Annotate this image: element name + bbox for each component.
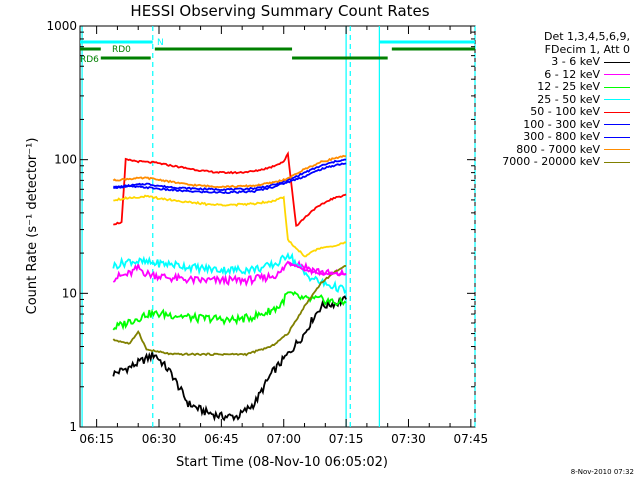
legend-label: 100 - 300 keV xyxy=(523,117,600,131)
x-tick-label-2: 06:45 xyxy=(204,432,239,446)
x-tick-label-3: 07:00 xyxy=(266,432,301,446)
legend-swatch xyxy=(604,149,630,151)
legend-label: 6 - 12 keV xyxy=(544,67,600,81)
x-tick-label-4: 07:15 xyxy=(329,432,364,446)
time-markers xyxy=(81,26,476,427)
y-tick-label-2: 100 xyxy=(54,153,77,167)
plot-frame xyxy=(79,25,476,428)
legend-entry: 6 - 12 keV xyxy=(480,67,630,82)
series-line-8 xyxy=(112,264,347,357)
legend-header-line-1: Det 1,3,4,5,6,9, xyxy=(543,30,630,43)
legend-swatch xyxy=(604,161,630,163)
legend-entry: 800 - 7000 keV xyxy=(480,142,630,157)
legend-label: 3 - 6 keV xyxy=(551,55,600,68)
legend-entry: 3 - 6 keV xyxy=(480,55,630,69)
series-line-3 xyxy=(112,251,347,295)
legend: Det 1,3,4,5,6,9, FDecim 1, Att 0 3 - 6 k… xyxy=(480,30,630,169)
series-line-5 xyxy=(113,162,347,195)
x-axis-label: Start Time (08-Nov-10 06:05:02) xyxy=(176,455,388,470)
legend-swatch xyxy=(604,86,630,88)
legend-swatch xyxy=(604,124,630,126)
series-line-2 xyxy=(112,290,347,331)
legend-entry: 300 - 800 keV xyxy=(480,130,630,144)
legend-label: 25 - 50 keV xyxy=(537,92,600,106)
legend-label: 300 - 800 keV xyxy=(523,130,600,143)
legend-entry: 12 - 25 keV xyxy=(480,80,630,94)
status-bars: N RD0 RD6 xyxy=(80,38,475,65)
y-axis-label: Count Rate (s⁻¹ detector⁻¹) xyxy=(25,138,40,315)
series-line-4 xyxy=(113,151,347,227)
x-tick-label-1: 06:30 xyxy=(142,432,177,446)
bar-label-rd6: RD6 xyxy=(80,55,99,65)
series-line-6 xyxy=(113,158,347,192)
series-line-0 xyxy=(112,295,347,422)
series-lines xyxy=(112,151,347,422)
x-tick-label-5: 07:30 xyxy=(391,432,426,446)
bar-label-n: N xyxy=(157,38,164,48)
legend-entry: 7000 - 20000 keV xyxy=(480,155,630,169)
bar-label-rd0: RD0 xyxy=(112,45,131,55)
legend-label: 12 - 25 keV xyxy=(537,80,600,93)
series-line-1 xyxy=(112,259,347,288)
legend-swatch xyxy=(604,111,630,113)
legend-swatch xyxy=(604,136,630,138)
legend-entry: 50 - 100 keV xyxy=(480,105,630,119)
legend-swatch xyxy=(604,61,630,63)
legend-label: 800 - 7000 keV xyxy=(516,142,600,156)
series-line-7 xyxy=(112,154,347,189)
y-tick-label-3: 1000 xyxy=(46,19,77,33)
y-axis-ticks: 1 10 100 1000 xyxy=(46,19,475,434)
legend-label: 50 - 100 keV xyxy=(530,105,600,118)
legend-entry: 25 - 50 keV xyxy=(480,92,630,107)
y-tick-label-0: 1 xyxy=(69,420,77,434)
x-axis-ticks: 06:15 06:30 06:45 07:00 07:15 07:30 07:45 xyxy=(79,26,488,446)
x-tick-label-0: 06:15 xyxy=(79,432,114,446)
extra-curve-1 xyxy=(287,261,347,276)
legend-label: 7000 - 20000 keV xyxy=(502,155,600,168)
legend-header-line-2: FDecim 1, Att 0 xyxy=(544,43,630,56)
extra-curve-0 xyxy=(113,194,347,258)
chart-title: HESSI Observing Summary Count Rates xyxy=(130,2,429,20)
plot-border xyxy=(79,25,476,428)
legend-entry: 100 - 300 keV xyxy=(480,117,630,132)
x-tick-label-6: 07:45 xyxy=(454,432,489,446)
legend-swatch xyxy=(604,74,630,76)
footer-timestamp: 8-Nov-2010 07:32 xyxy=(570,468,634,476)
legend-swatch xyxy=(604,99,630,101)
y-tick-label-1: 10 xyxy=(62,286,77,300)
